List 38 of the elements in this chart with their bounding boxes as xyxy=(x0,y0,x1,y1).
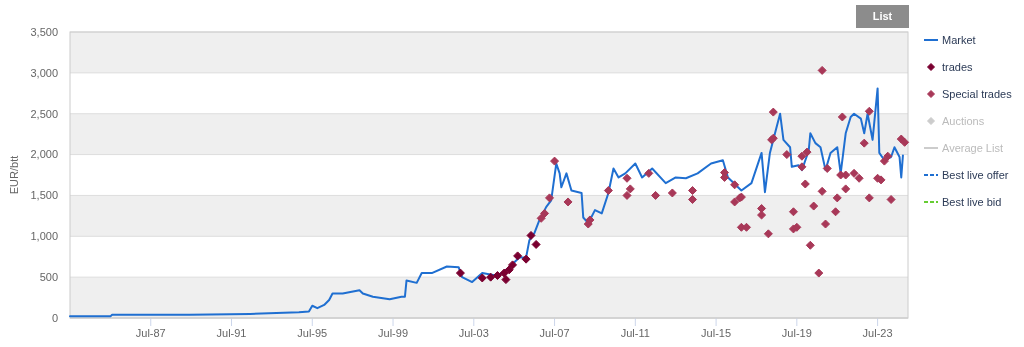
point xyxy=(521,254,531,264)
legend-label: Market xyxy=(942,33,976,46)
point xyxy=(531,239,541,249)
legend-label: Best live bid xyxy=(942,195,1002,208)
x-tick-label: Jul-95 xyxy=(297,326,328,339)
x-tick-label: Jul-99 xyxy=(378,326,409,339)
point xyxy=(477,273,487,283)
point xyxy=(492,271,502,281)
legend-label: Best live offer xyxy=(942,168,1009,181)
x-tick-label: Jul-11 xyxy=(620,326,650,339)
y-axis-title: EUR/btt xyxy=(7,155,20,195)
x-tick-label: Jul-07 xyxy=(539,326,570,339)
y-tick-label: 2,000 xyxy=(30,148,58,161)
x-tick-label: Jul-03 xyxy=(458,326,489,339)
toggle-button: List xyxy=(856,5,909,28)
y-tick-label: 500 xyxy=(39,270,58,283)
legend-label: Special trades xyxy=(942,87,1013,100)
y-tick-label: 2,500 xyxy=(30,107,58,120)
x-tick-label: Jul-15 xyxy=(701,326,732,339)
legend-label: trades xyxy=(942,60,974,73)
legend-label: Average List xyxy=(942,141,1003,154)
point xyxy=(508,260,518,270)
x-tick-label: Jul-19 xyxy=(781,326,812,339)
y-tick-label: 0 xyxy=(51,311,58,324)
y-tick-label: 1,500 xyxy=(30,189,58,202)
point xyxy=(455,268,465,278)
y-tick-label: 3,000 xyxy=(30,66,58,79)
y-tick-label: 1,000 xyxy=(30,230,58,243)
y-tick-label: 3,500 xyxy=(30,25,58,38)
x-tick-label: Jul-23 xyxy=(862,326,893,339)
point xyxy=(501,275,511,285)
point xyxy=(486,272,496,282)
line-series xyxy=(69,87,904,318)
point xyxy=(526,230,536,240)
point xyxy=(513,251,523,261)
x-tick-label: Jul-91 xyxy=(216,326,247,339)
x-tick-label: Jul-87 xyxy=(135,326,166,339)
legend-label: Auctions xyxy=(942,114,985,127)
